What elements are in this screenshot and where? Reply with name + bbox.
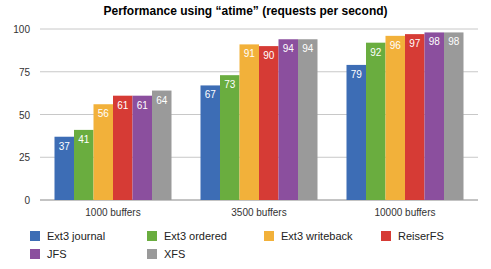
legend-label: Ext3 journal (47, 230, 105, 242)
legend-label: Ext3 ordered (164, 230, 227, 242)
y-tick-label: 0 (24, 195, 30, 206)
legend-label: ReiserFS (398, 230, 444, 242)
bar (94, 104, 114, 200)
legend-swatch (30, 231, 40, 241)
bar (133, 96, 153, 200)
bar (152, 91, 172, 200)
data-label: 64 (156, 95, 168, 106)
bar (201, 85, 221, 200)
data-label: 92 (370, 47, 382, 58)
y-tick-label: 50 (19, 110, 31, 121)
data-label: 97 (409, 38, 421, 49)
data-label: 96 (390, 40, 402, 51)
bar (220, 75, 240, 200)
y-tick-label: 25 (19, 152, 31, 163)
x-tick-label: 10000 buffers (375, 207, 436, 218)
bar (425, 32, 445, 200)
legend-swatch (381, 231, 391, 241)
legend-swatch (264, 231, 274, 241)
data-label: 41 (78, 134, 90, 145)
bar (113, 96, 133, 200)
bar (279, 39, 299, 200)
grid-line (40, 29, 478, 30)
bar (444, 32, 464, 200)
legend-label: XFS (164, 248, 185, 260)
data-label: 67 (205, 89, 217, 100)
data-label: 90 (263, 50, 275, 61)
data-label: 94 (283, 43, 295, 54)
bar (259, 46, 279, 200)
data-label: 73 (224, 79, 236, 90)
legend-swatch (30, 249, 40, 259)
data-label: 61 (117, 100, 129, 111)
data-label: 98 (448, 36, 460, 47)
bar (298, 39, 318, 200)
x-tick-label: 1000 buffers (85, 207, 140, 218)
bar (240, 44, 260, 200)
data-label: 91 (244, 48, 256, 59)
legend-label: JFS (47, 248, 67, 260)
title: Performance using “atime” (requests per … (103, 4, 387, 18)
data-label: 98 (429, 36, 441, 47)
data-label: 37 (59, 141, 71, 152)
data-label: 56 (98, 108, 110, 119)
legend-swatch (147, 231, 157, 241)
data-label: 94 (302, 43, 314, 54)
legend-swatch (147, 249, 157, 259)
chart: Performance using “atime” (requests per … (0, 0, 491, 269)
y-tick-label: 75 (19, 67, 31, 78)
bars (55, 32, 464, 200)
bar (74, 130, 94, 200)
bar (347, 65, 367, 200)
data-label: 79 (351, 69, 363, 80)
bar (386, 36, 406, 200)
y-tick-label: 100 (13, 24, 30, 35)
x-tick-label: 3500 buffers (231, 207, 286, 218)
bar (55, 137, 75, 200)
bar (366, 43, 386, 200)
legend-label: Ext3 writeback (281, 230, 353, 242)
bar (405, 34, 425, 200)
data-labels: 37 41 56 61 61 64 67 73 91 90 94 94 79 92 96 97 98 98 (59, 36, 460, 151)
data-label: 61 (137, 100, 149, 111)
